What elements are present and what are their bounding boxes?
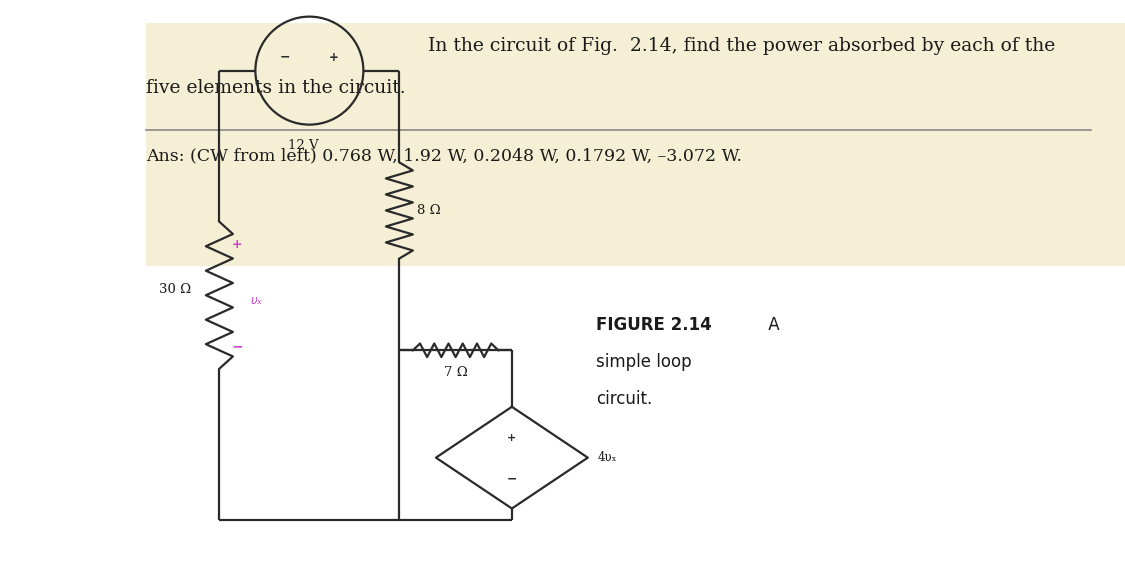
Text: simple loop: simple loop <box>596 353 692 371</box>
Text: +: + <box>507 433 516 444</box>
Text: −: − <box>232 339 243 353</box>
Text: 7 Ω: 7 Ω <box>443 366 468 379</box>
Text: FIGURE 2.14: FIGURE 2.14 <box>596 316 712 334</box>
Text: 12 V: 12 V <box>288 139 319 152</box>
Text: 8 Ω: 8 Ω <box>417 204 441 217</box>
Text: −: − <box>506 472 518 485</box>
Text: A: A <box>763 316 780 334</box>
Bar <box>146 23 1125 266</box>
Text: +: + <box>232 238 243 251</box>
Text: circuit.: circuit. <box>596 390 652 408</box>
Text: Ans: (CW from left) 0.768 W, 1.92 W, 0.2048 W, 0.1792 W, –3.072 W.: Ans: (CW from left) 0.768 W, 1.92 W, 0.2… <box>146 147 742 164</box>
Text: 4υₓ: 4υₓ <box>598 451 618 464</box>
Text: five elements in the circuit.: five elements in the circuit. <box>146 79 406 97</box>
Text: +: + <box>328 51 339 64</box>
Text: 30 Ω: 30 Ω <box>159 283 191 296</box>
Text: In the circuit of Fig.  2.14, find the power absorbed by each of the: In the circuit of Fig. 2.14, find the po… <box>428 37 1055 55</box>
Text: υₓ: υₓ <box>251 294 263 307</box>
Text: −: − <box>280 51 290 64</box>
